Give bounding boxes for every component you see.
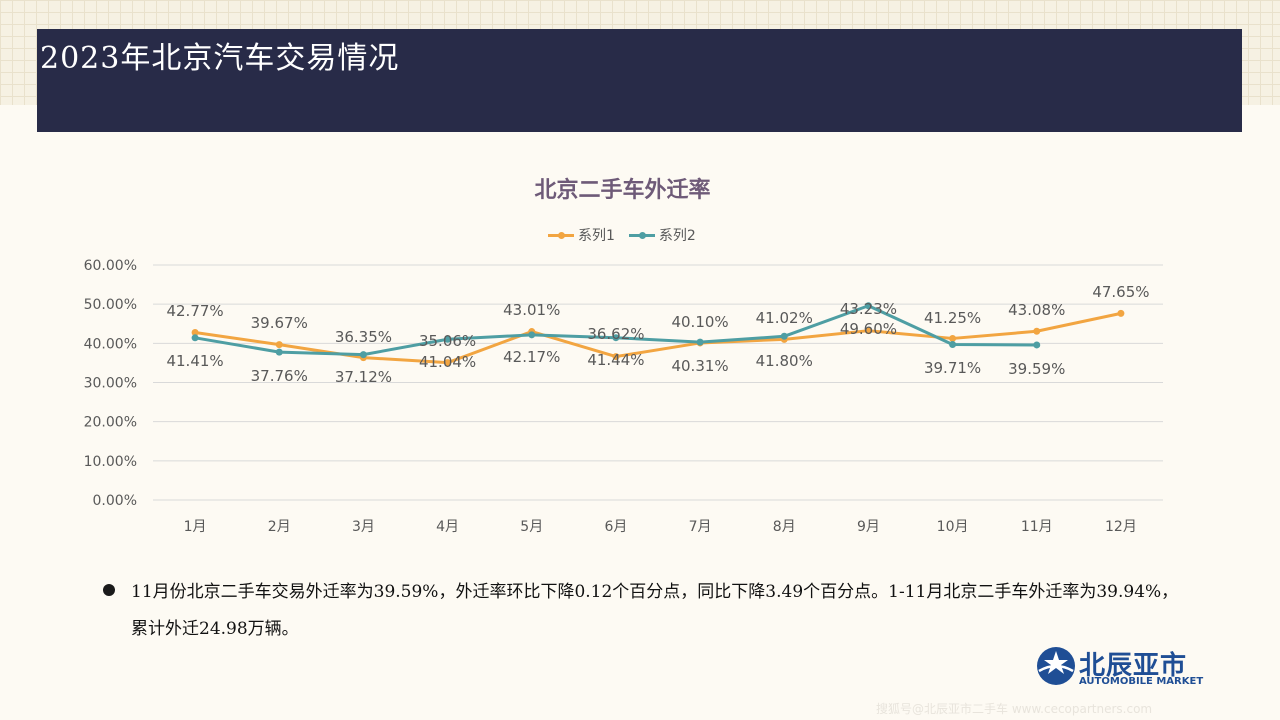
data-label-series1: 43.08% [1008,301,1065,319]
data-label-series2: 41.41% [166,352,223,370]
watermark-text: 搜狐号@北辰亚市二手车 www.cecopartners.com [876,702,1153,716]
series-point-2 [275,348,283,356]
series-point-1 [1117,309,1125,317]
data-label-series2: 41.44% [587,351,644,369]
x-tick-label: 5月 [520,519,543,535]
series-point-1 [275,341,283,349]
x-tick-label: 2月 [268,519,291,535]
series-point-2 [780,332,788,340]
line-chart: 0.00% 10.00% 20.00% 30.00% 40.00% 50.00% 60.00… [84,258,1163,535]
data-label-series2: 41.04% [419,353,476,371]
x-tick-label: 4月 [436,519,459,535]
data-label-series2: 42.17% [503,348,560,366]
series-point-2 [444,335,452,343]
x-tick-label: 1月 [184,519,207,535]
series-point-1 [444,359,452,367]
series-point-1 [1033,327,1041,335]
legend-item-series1: 系列1 [548,225,615,245]
legend-label-series1: 系列1 [578,228,615,244]
x-tick-label: 7月 [689,519,712,535]
data-label-series2: 40.31% [671,357,728,375]
y-tick-label: 60.00% [84,258,137,274]
logo-subtext: AUTOMOBILE MARKET [1079,676,1204,687]
x-tick-label: 11月 [1021,519,1053,535]
series-point-2 [864,302,872,310]
series-point-1 [864,327,872,335]
series-point-2 [696,338,704,346]
chart-legend: 系列1 系列2 [548,226,710,244]
series-point-1 [612,353,620,361]
x-tick-label: 6月 [604,519,627,535]
data-label-series1: 42.77% [166,302,223,320]
data-label-series1: 36.62% [587,325,644,343]
y-tick-label: 30.00% [84,376,137,392]
summary-note: 11月份北京二手车交易外迁率为39.59%，外迁率环比下降0.12个百分点，同比… [131,582,1179,639]
series-point-2 [528,331,536,339]
data-label-series2: 39.71% [924,359,981,377]
data-label-series1: 36.35% [335,328,392,346]
data-label-series2: 37.76% [251,367,308,385]
data-label-series1: 41.25% [924,309,981,327]
series-point-2 [1033,341,1041,349]
chart-title: 北京二手车外迁率 [534,178,711,203]
data-label-series2: 39.59% [1008,360,1065,378]
page-title: 2023年北京汽车交易情况 [40,41,400,76]
note-bullet [103,584,115,596]
x-tick-label: 10月 [937,519,969,535]
logo-text: 北辰亚市 [1079,651,1188,681]
series-point-2 [612,334,620,342]
series-point-1 [949,334,957,342]
data-label-series1: 47.65% [1092,283,1149,301]
series-point-2 [359,351,367,359]
legend-swatch-series1 [548,231,574,239]
y-tick-label: 0.00% [93,493,137,509]
data-label-series1: 40.10% [671,313,728,331]
y-tick-label: 20.00% [84,415,137,431]
data-label-series1: 43.01% [503,301,560,319]
y-tick-label: 10.00% [84,454,137,470]
legend-label-series2: 系列2 [658,228,696,244]
y-tick-label: 50.00% [84,297,137,313]
data-label-series2: 41.80% [756,352,813,370]
data-label-series1: 39.67% [251,314,308,332]
legend-swatch-series2 [628,231,655,239]
x-tick-label: 9月 [857,519,880,535]
series-point-2 [949,340,957,348]
data-label-series1: 41.02% [756,309,813,327]
data-label-series2: 37.12% [335,368,392,386]
y-tick-label: 40.00% [84,336,137,352]
x-tick-label: 12月 [1105,519,1137,535]
x-tick-label: 3月 [352,519,375,535]
x-tick-label: 8月 [773,519,796,535]
data-label-series1: 43.23% [840,300,897,318]
legend-item-series2: 系列2 [628,225,696,245]
star-globe-icon [1037,647,1075,685]
series-point-1 [191,328,199,336]
header-bar [37,29,1242,132]
brand-logo: 北辰亚市 AUTOMOBILE MARKET [1035,645,1215,693]
series-point-2 [191,334,199,342]
data-label-series1: 35.06% [419,332,476,350]
data-label-series2: 49.60% [840,320,897,338]
